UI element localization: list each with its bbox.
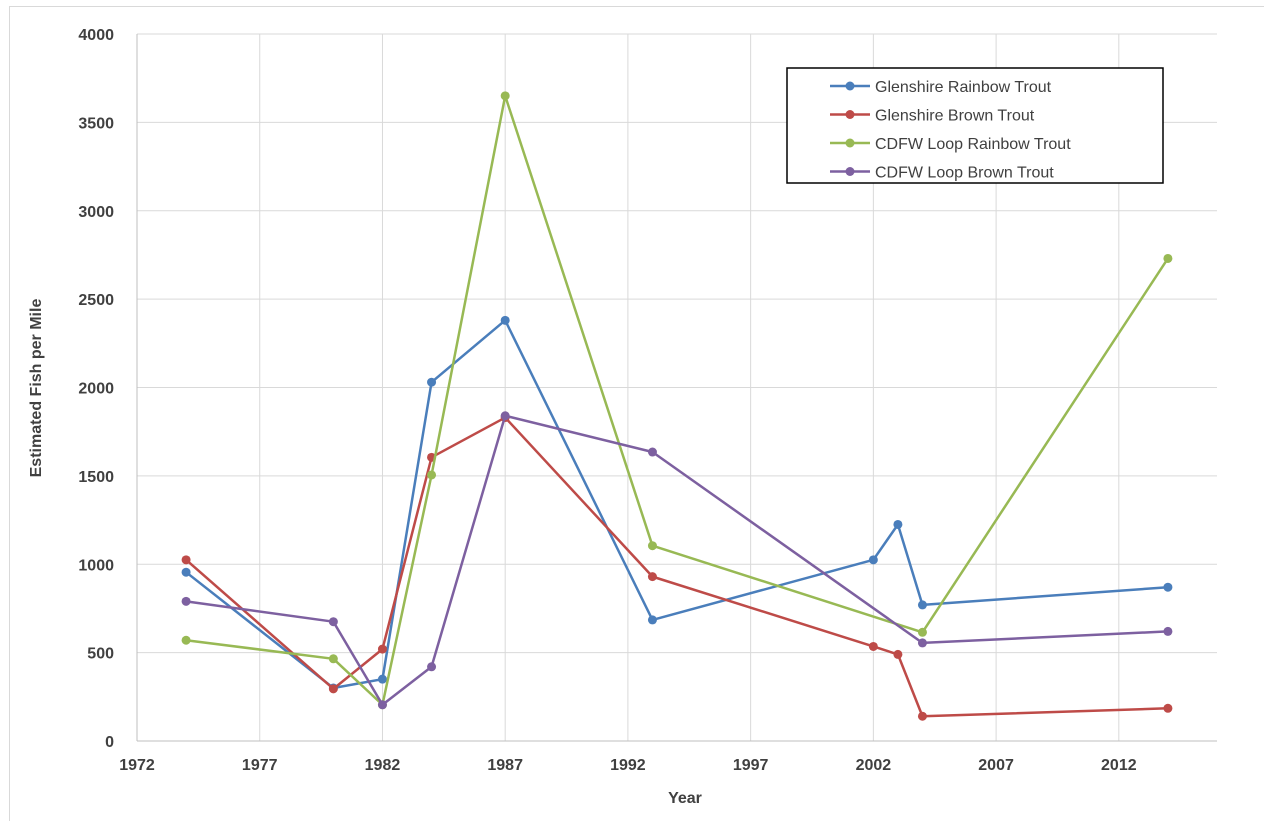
legend-swatch-marker	[845, 167, 855, 176]
y-tick-label: 1000	[78, 557, 114, 574]
data-point	[328, 617, 338, 627]
data-point	[647, 572, 657, 582]
tick-labels: 0 500 1000 1500 2000 2500 3000 3500 4000 1972 1977…	[78, 27, 1136, 774]
series-line	[185, 319, 1168, 690]
y-tick-label: 0	[105, 734, 114, 751]
y-tick-label: 3000	[78, 204, 114, 221]
data-point	[377, 644, 387, 654]
data-point	[500, 315, 510, 325]
data-point	[427, 662, 437, 672]
data-point	[868, 641, 878, 651]
y-tick-label: 3500	[78, 115, 114, 132]
data-point	[181, 635, 191, 645]
x-tick-label: 2007	[978, 757, 1014, 774]
data-point	[1163, 626, 1173, 636]
x-tick-label: 1987	[487, 757, 523, 774]
legend-label: Glenshire Brown Trout	[875, 108, 1035, 125]
y-axis-label: Estimated Fish per Mile	[28, 299, 45, 478]
series-line	[185, 94, 1169, 707]
data-point	[427, 377, 437, 387]
y-tick-label: 2500	[78, 292, 114, 309]
data-point	[647, 447, 657, 457]
data-point	[917, 627, 927, 637]
data-point	[1163, 582, 1173, 592]
legend-swatch-marker	[845, 81, 855, 91]
legend-label: CDFW Loop Brown Trout	[875, 165, 1054, 182]
y-tick-label: 2000	[78, 381, 114, 398]
data-point	[427, 470, 437, 480]
chart-frame	[9, 6, 1264, 821]
x-tick-label: 2012	[1101, 757, 1137, 774]
data-point	[1163, 253, 1173, 263]
data-point	[377, 700, 387, 710]
data-point	[500, 91, 510, 101]
legend-swatch-marker	[845, 110, 855, 119]
x-tick-label: 1997	[733, 757, 769, 774]
data-point	[893, 649, 903, 659]
legend-item: Glenshire Brown Trout	[830, 108, 1035, 125]
x-axis-label: Year	[668, 790, 702, 807]
data-point	[181, 596, 191, 606]
y-tick-label: 1500	[78, 469, 114, 486]
legend-label: Glenshire Rainbow Trout	[875, 79, 1052, 96]
legend-item: CDFW Loop Rainbow Trout	[830, 136, 1071, 153]
data-point	[917, 600, 927, 610]
x-tick-label: 1977	[242, 757, 278, 774]
data-point	[917, 711, 927, 721]
data-point	[500, 411, 510, 421]
data-point	[181, 555, 191, 565]
data-point	[917, 638, 927, 648]
series-glenshire-rainbow-trout	[181, 315, 1173, 693]
series-cdfw-loop-brown-trout	[181, 411, 1173, 710]
series-line	[185, 414, 1168, 707]
data-point	[328, 654, 338, 664]
data-point	[647, 615, 657, 625]
data-point	[377, 674, 387, 684]
data-point	[647, 541, 657, 551]
legend-item: Glenshire Rainbow Trout	[830, 79, 1052, 96]
series-line	[185, 416, 1168, 718]
series-layer	[181, 91, 1173, 721]
x-tick-label: 2002	[856, 757, 892, 774]
y-tick-label: 4000	[78, 27, 114, 44]
legend: Glenshire Rainbow Trout Glenshire Brown T…	[786, 67, 1164, 184]
legend-label: CDFW Loop Rainbow Trout	[875, 136, 1071, 153]
legend-swatch-marker	[845, 138, 855, 148]
data-point	[181, 567, 191, 577]
y-tick-label: 500	[87, 646, 114, 663]
legend-item: CDFW Loop Brown Trout	[830, 165, 1054, 182]
axes	[136, 34, 1217, 742]
data-point	[328, 684, 338, 694]
x-tick-label: 1982	[365, 757, 401, 774]
x-tick-label: 1972	[119, 757, 155, 774]
data-point	[868, 555, 878, 565]
data-point	[893, 519, 903, 529]
x-tick-label: 1992	[610, 757, 646, 774]
series-cdfw-loop-rainbow-trout	[181, 91, 1173, 710]
data-point	[1163, 703, 1173, 713]
series-glenshire-brown-trout	[181, 413, 1173, 721]
